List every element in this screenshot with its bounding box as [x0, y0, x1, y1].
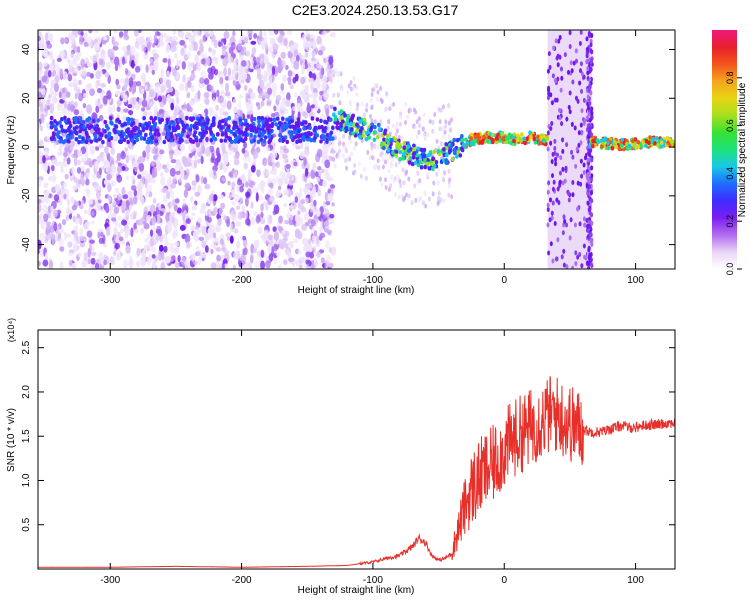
colorbar-tick-label: 0.8: [725, 72, 735, 85]
spectrogram-y-tick-label: 0: [21, 144, 32, 150]
snr-y-multiplier: (x10⁴): [6, 318, 16, 342]
snr-series-line: [38, 376, 675, 568]
spectrogram-frame: [37, 29, 676, 270]
spectrogram-x-tick-label: -200: [232, 275, 252, 286]
spectrogram-y-axis: -40 -20 0 20 40: [21, 44, 675, 252]
snr-x-tick-label: -200: [232, 575, 252, 586]
spectrogram-x-tick-label: -300: [100, 275, 120, 286]
colorbar-tick-label: 0.4: [725, 167, 735, 180]
snr-x-tick-label: -100: [363, 575, 383, 586]
snr-frame: [37, 329, 676, 570]
spectrogram-y-tick-label: 40: [21, 44, 32, 56]
colorbar-ticks: 0.0 0.2 0.4 0.6 0.8: [725, 72, 742, 276]
spectrogram-x-tick-label: 0: [501, 275, 507, 286]
snr-y-axis: 0.5 1.0 1.5 2.0 2.5: [21, 340, 675, 532]
snr-y-tick-label: 2.5: [21, 340, 32, 354]
snr-y-tick-label: 2.0: [21, 385, 32, 399]
snr-x-axis: -300 -200 -100 0 100: [100, 330, 644, 586]
snr-y-tick-label: 1.0: [21, 473, 32, 487]
spectrogram-x-axis: -300 -200 -100 0 100: [100, 30, 644, 286]
snr-y-tick-label: 0.5: [21, 517, 32, 531]
spectrogram-x-label: Height of straight line (km): [298, 285, 415, 296]
snr-panel: -300 -200 -100 0 100 0.5 1.0 1.5 2.0 2.5 Height …: [6, 318, 676, 596]
colorbar-tick-label: 0.2: [725, 215, 735, 228]
snr-y-label: SNR (10 * v/v): [6, 408, 17, 472]
colorbar: 0.0 0.2 0.4 0.6 0.8 Normalized spectral ampl…: [712, 30, 748, 275]
colorbar-label: Normalized spectral amplitude: [737, 82, 748, 217]
spectrogram-y-tick-label: 20: [21, 92, 32, 104]
spectrogram-y-tick-label: -20: [21, 188, 32, 203]
spectrogram-x-tick-label: 100: [627, 275, 644, 286]
spectrogram-y-tick-label: -40: [21, 237, 32, 252]
snr-x-tick-label: 0: [501, 575, 507, 586]
snr-x-label: Height of straight line (km): [298, 585, 415, 596]
colorbar-tick-label: 0.0: [725, 263, 735, 276]
spectrogram-heatmap: [38, 30, 675, 269]
figure-title: C2E3.2024.250.13.53.G17: [291, 2, 459, 18]
spectrogram-y-label: Frequency (Hz): [6, 116, 17, 185]
snr-x-tick-label: -300: [100, 575, 120, 586]
colorbar-gradient: [712, 30, 737, 269]
spectrogram-x-tick-label: -100: [363, 275, 383, 286]
colorbar-tick-label: 0.6: [725, 119, 735, 132]
snr-y-tick-label: 1.5: [21, 429, 32, 443]
snr-x-tick-label: 100: [627, 575, 644, 586]
